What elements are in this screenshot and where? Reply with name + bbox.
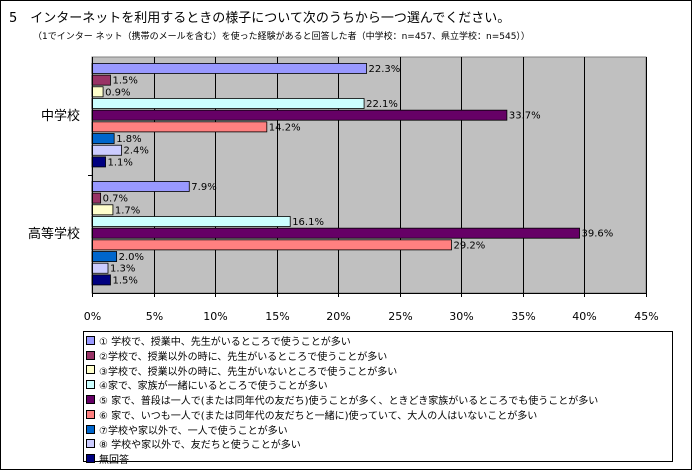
legend-label-5: ⑥ 家で、いつも一人で(または同年代の友だちと一緒に)使っていて、大人の人はいな… bbox=[99, 410, 538, 422]
x-tick-label-1: 5% bbox=[146, 310, 163, 323]
chart-subtitle: （1でインター ネット（携帯のメールを含む）を使った経験があると回答した者（中学… bbox=[33, 32, 530, 42]
chart-title: 5 インターネットを利用するときの様子について次のうちから一つ選んでください。 bbox=[9, 11, 511, 26]
bar-c0-s6 bbox=[91, 133, 115, 144]
legend-item-5: ⑥ 家で、いつも一人で(または同年代の友だちと一緒に)使っていて、大人の人はいな… bbox=[84, 407, 672, 422]
x-tick-label-2: 10% bbox=[203, 310, 227, 323]
plot-area bbox=[91, 56, 647, 294]
legend-swatch-1 bbox=[86, 350, 95, 360]
bar-c0-s7 bbox=[91, 144, 122, 156]
bar-c0-s5 bbox=[91, 121, 268, 133]
bar-c1-s7 bbox=[91, 262, 109, 274]
x-tick-label-0: 0% bbox=[84, 310, 101, 323]
data-label-c1-s5: 29.2% bbox=[454, 240, 486, 251]
legend-swatch-8 bbox=[86, 454, 95, 464]
data-label-c0-s0: 22.3% bbox=[369, 64, 401, 75]
data-label-c1-s6: 2.0% bbox=[119, 252, 144, 263]
legend-item-0: ① 学校で、授業中、先生がいるところで使うことが多い bbox=[84, 333, 672, 348]
data-label-c1-s2: 1.7% bbox=[115, 205, 140, 216]
data-label-c1-s8: 1.5% bbox=[113, 275, 138, 286]
legend-item-6: ⑦学校や家以外で、一人で使うことが多い bbox=[84, 422, 672, 437]
bar-c0-s3 bbox=[91, 98, 365, 109]
bar-c1-s2 bbox=[91, 204, 114, 216]
chart-legend: ① 学校で、授業中、先生がいるところで使うことが多い ②学校で、授業以外の時に、先… bbox=[83, 331, 673, 466]
bar-c1-s4 bbox=[91, 227, 580, 239]
category-label-0: 中学校 bbox=[41, 108, 80, 124]
data-label-c1-s1: 0.7% bbox=[103, 194, 128, 205]
bar-c1-s5 bbox=[91, 239, 452, 251]
data-label-c0-s1: 1.5% bbox=[113, 76, 138, 87]
x-tick-label-8: 40% bbox=[572, 310, 596, 323]
legend-swatch-0 bbox=[86, 335, 95, 345]
legend-label-2: ③学校で、授業以外の時に、先生がいないところで使うことが多い bbox=[99, 366, 398, 378]
legend-label-0: ① 学校で、授業中、先生がいるところで使うことが多い bbox=[99, 336, 351, 348]
x-tick-label-4: 20% bbox=[326, 310, 350, 323]
legend-item-2: ③学校で、授業以外の時に、先生がいないところで使うことが多い bbox=[84, 363, 672, 378]
x-tick-label-7: 35% bbox=[511, 310, 535, 323]
bar-c1-s8 bbox=[91, 274, 111, 286]
category-label-1: 高等学校 bbox=[28, 226, 80, 242]
legend-item-1: ②学校で、授業以外の時に、先生がいるところで使うことが多い bbox=[84, 348, 672, 363]
bar-c0-s2 bbox=[91, 86, 104, 98]
legend-item-8: 無回答 bbox=[84, 451, 672, 466]
legend-swatch-4 bbox=[86, 395, 95, 405]
data-label-c0-s5: 14.2% bbox=[269, 122, 301, 133]
data-label-c0-s4: 33.7% bbox=[509, 111, 541, 122]
legend-label-4: ⑤ 家で、普段は一人で(または同年代の友だち)使うことが多く、ときどき家族がいる… bbox=[99, 396, 599, 408]
legend-swatch-3 bbox=[86, 380, 95, 390]
data-label-c1-s0: 7.9% bbox=[191, 182, 216, 193]
legend-item-4: ⑤ 家で、普段は一人で(または同年代の友だち)使うことが多く、ときどき家族がいる… bbox=[84, 392, 672, 407]
bar-c1-s1 bbox=[91, 192, 102, 204]
legend-item-7: ⑧ 学校や家以外で、友だちと使うことが多い bbox=[84, 437, 672, 452]
data-label-c1-s3: 16.1% bbox=[292, 217, 324, 228]
x-tick-label-5: 25% bbox=[388, 310, 412, 323]
legend-swatch-2 bbox=[86, 365, 95, 375]
x-tick-label-9: 45% bbox=[634, 310, 658, 323]
legend-swatch-5 bbox=[86, 409, 95, 419]
legend-swatch-6 bbox=[86, 424, 95, 434]
bar-c0-s8 bbox=[91, 156, 106, 168]
bar-c1-s0 bbox=[91, 181, 190, 192]
data-label-c1-s7: 1.3% bbox=[110, 264, 135, 275]
data-label-c0-s3: 22.1% bbox=[366, 99, 398, 110]
legend-label-8: 無回答 bbox=[99, 455, 129, 467]
data-label-c0-s2: 0.9% bbox=[105, 87, 130, 98]
bar-c0-s0 bbox=[91, 63, 367, 74]
data-label-c0-s6: 1.8% bbox=[116, 134, 141, 145]
bar-c0-s4 bbox=[91, 109, 508, 121]
x-tick-label-6: 30% bbox=[449, 310, 473, 323]
legend-label-1: ②学校で、授業以外の時に、先生がいるところで使うことが多い bbox=[99, 351, 388, 363]
legend-label-3: ④家で、家族が一緒にいるところで使うことが多い bbox=[99, 381, 328, 393]
data-label-c1-s4: 39.6% bbox=[582, 229, 614, 240]
legend-item-3: ④家で、家族が一緒にいるところで使うことが多い bbox=[84, 377, 672, 392]
bar-c1-s6 bbox=[91, 251, 118, 262]
legend-label-7: ⑧ 学校や家以外で、友だちと使うことが多い bbox=[99, 440, 301, 452]
x-tick-label-3: 15% bbox=[265, 310, 289, 323]
bar-c1-s3 bbox=[91, 216, 291, 227]
legend-label-6: ⑦学校や家以外で、一人で使うことが多い bbox=[99, 425, 288, 437]
data-label-c0-s7: 2.4% bbox=[124, 146, 149, 157]
data-label-c0-s8: 1.1% bbox=[108, 157, 133, 168]
bar-c0-s1 bbox=[91, 74, 111, 86]
legend-swatch-7 bbox=[86, 439, 95, 449]
